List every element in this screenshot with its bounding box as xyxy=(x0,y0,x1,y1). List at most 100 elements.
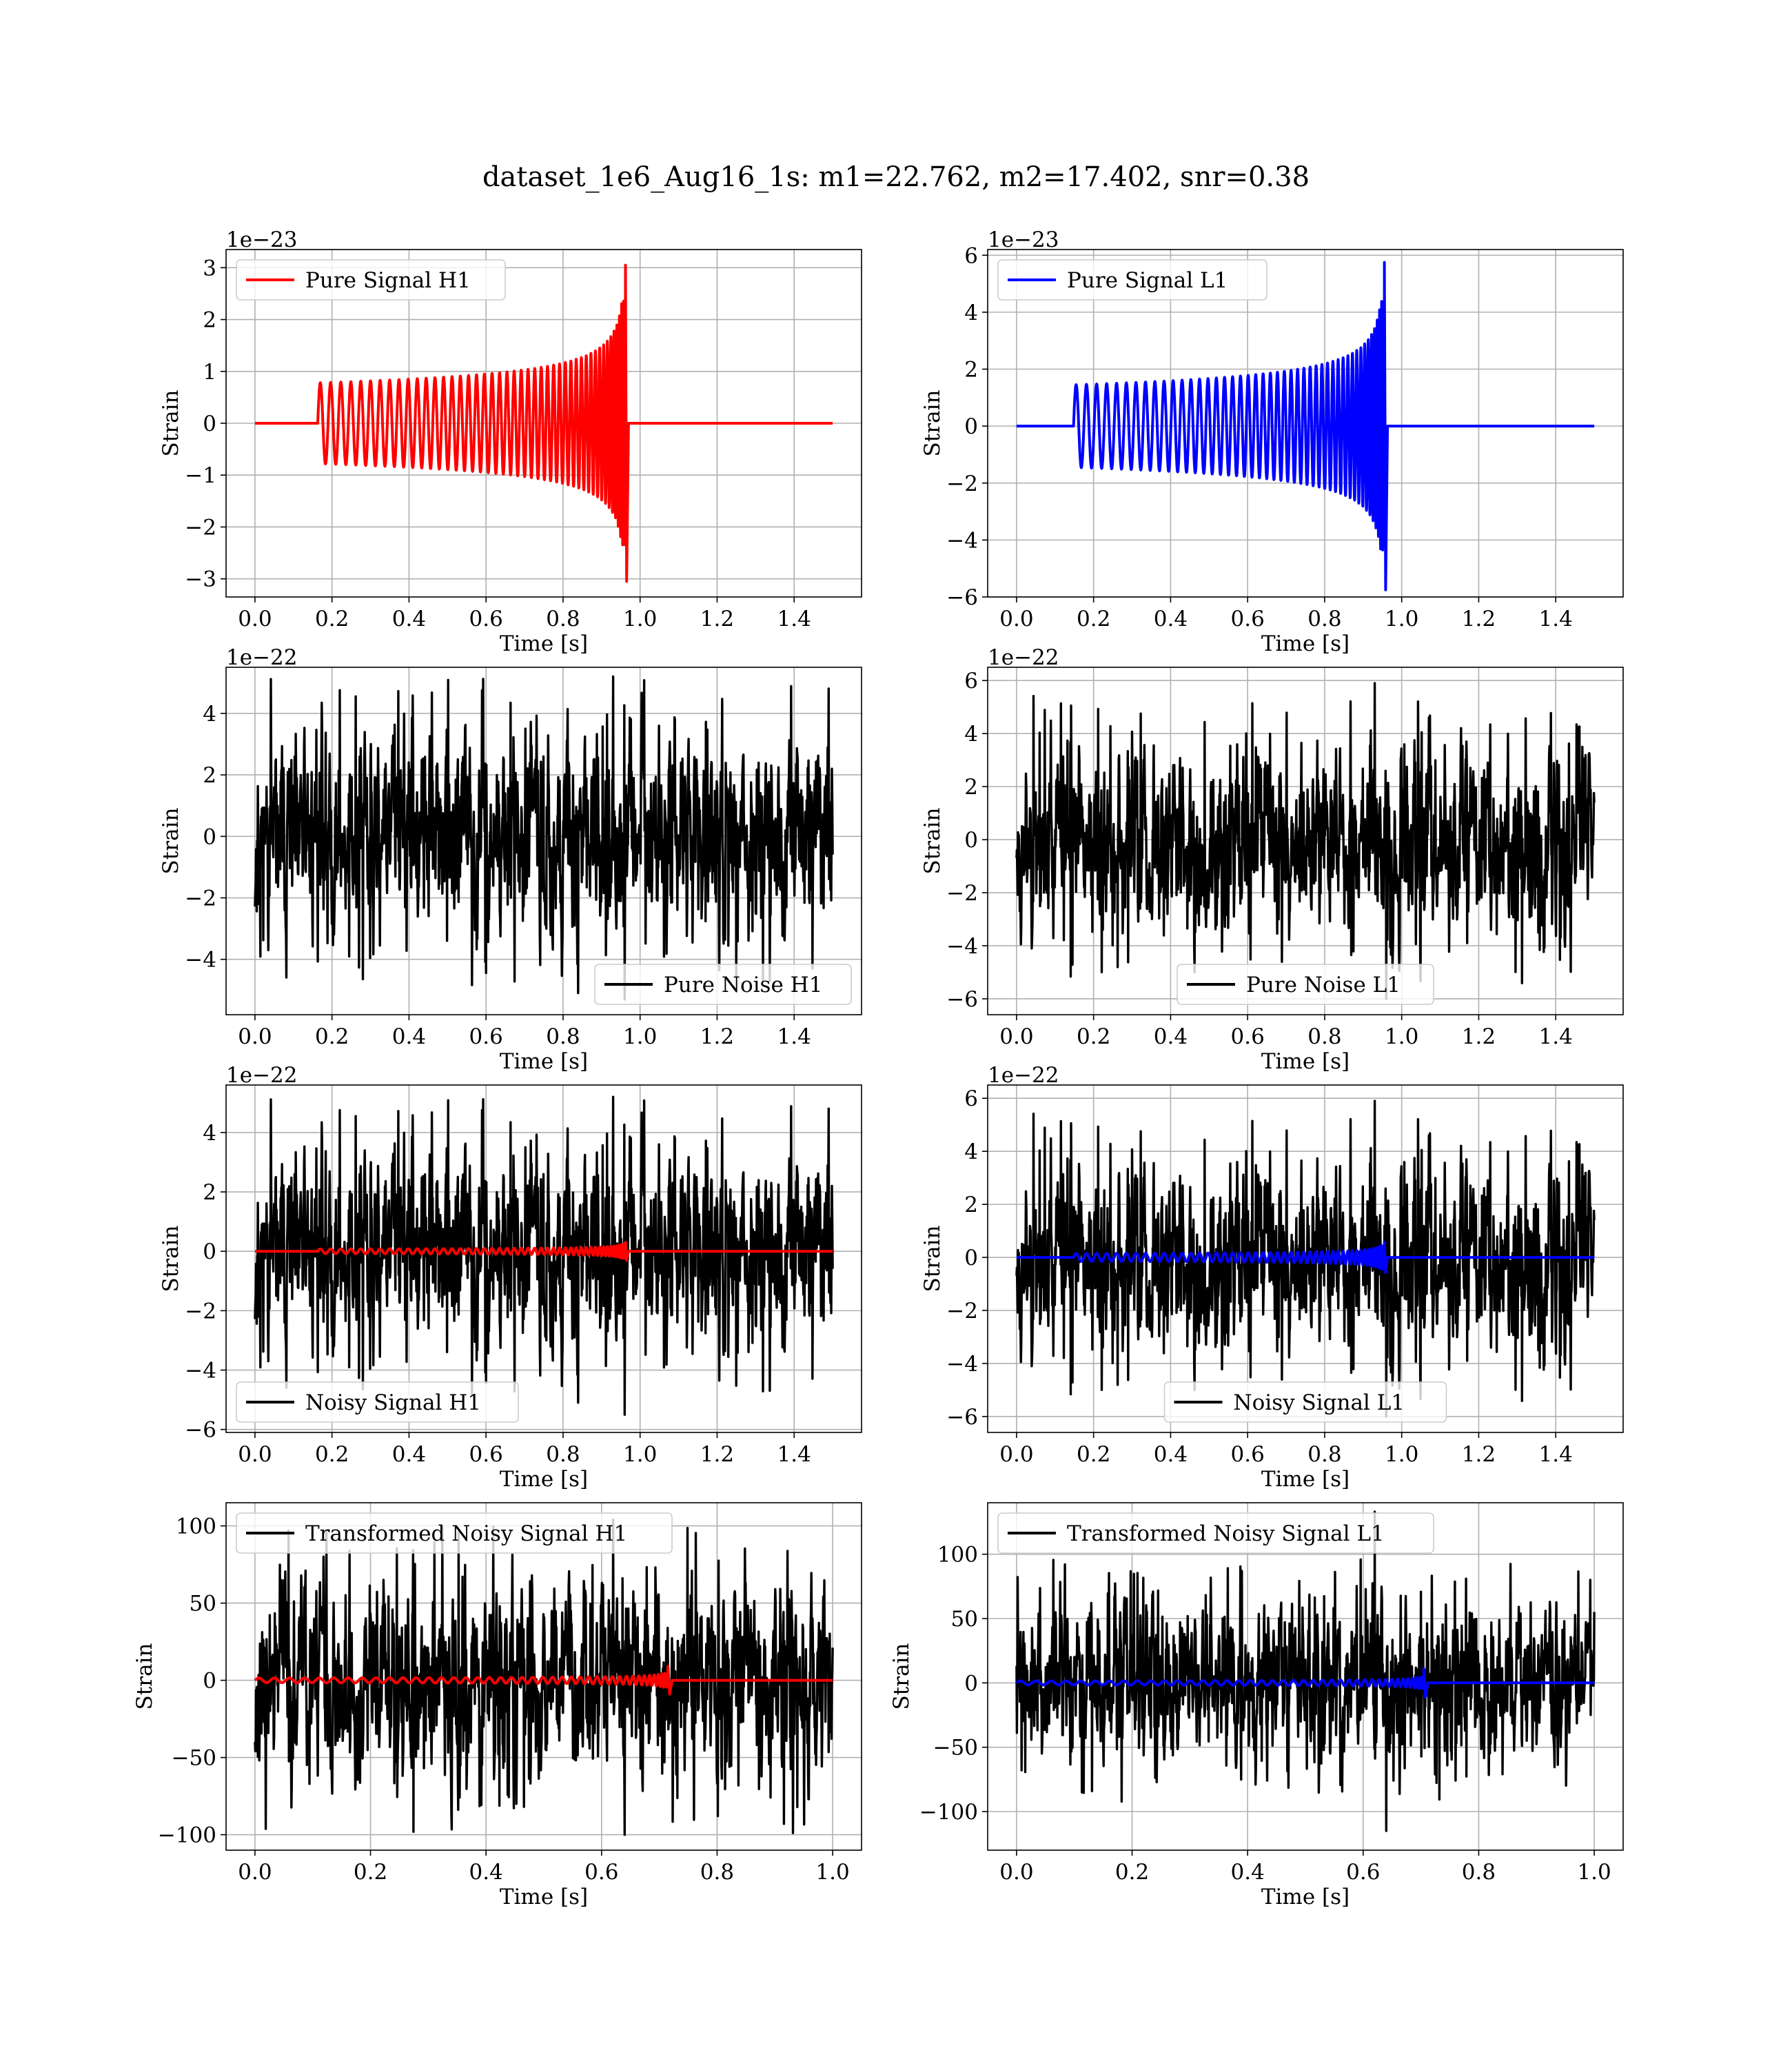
x-axis-label: Time [s] xyxy=(500,1885,588,1909)
legend-label: Pure Noise H1 xyxy=(664,973,822,997)
plot-area xyxy=(254,1518,834,1836)
x-tick-label: 0.2 xyxy=(1077,1024,1110,1049)
x-tick-label: 0.6 xyxy=(469,1024,503,1049)
series-line-1 xyxy=(1015,1099,1596,1418)
series-line-2 xyxy=(1016,1241,1595,1275)
legend-box xyxy=(997,1512,1434,1554)
x-tick-label: 0.6 xyxy=(1231,1024,1265,1049)
plot-area xyxy=(1016,261,1595,591)
x-tick-label: 0.8 xyxy=(700,1860,734,1885)
y-tick-label: −2 xyxy=(185,515,216,540)
x-tick-label: 0.6 xyxy=(1231,1442,1265,1467)
y-axis-label: Strain xyxy=(132,1643,157,1710)
x-tick-label: 0.0 xyxy=(238,1442,272,1467)
x-tick-label: 0.6 xyxy=(469,1442,503,1467)
axes-frame xyxy=(225,1502,862,1851)
y-tick-label: 50 xyxy=(951,1607,978,1632)
y-tick-label: 50 xyxy=(190,1592,216,1616)
series-line-2 xyxy=(254,1241,833,1262)
x-tick-label: 1.2 xyxy=(700,607,734,631)
axes-frame xyxy=(987,667,1624,1015)
legend-box xyxy=(236,259,506,301)
legend-box xyxy=(1177,964,1434,1005)
subplot-2: 0.0 0.2 0.4 0.6 0.8 1.0 1.2 1.4 −6 −4 −2 0 2 4 6 Time [… xyxy=(920,227,1624,656)
axes-frame xyxy=(225,667,862,1015)
y-tick-label: 2 xyxy=(203,1180,216,1205)
legend-label: Pure Signal H1 xyxy=(305,268,471,293)
y-tick-label: 2 xyxy=(964,1193,978,1217)
y-axis-label: Strain xyxy=(159,808,183,875)
x-tick-label: 0.2 xyxy=(1115,1860,1149,1885)
x-tick-label: 1.0 xyxy=(623,607,657,631)
x-tick-label: 1.2 xyxy=(1462,1024,1496,1049)
x-axis-label: Time [s] xyxy=(1261,631,1350,656)
x-tick-label: 0.2 xyxy=(315,1442,349,1467)
series-line-1 xyxy=(1016,261,1595,591)
legend-box xyxy=(236,1381,519,1423)
y-tick-label: 6 xyxy=(964,669,978,693)
series-line-1 xyxy=(254,263,833,583)
subplot-3: 0.0 0.2 0.4 0.6 0.8 1.0 1.2 1.4 −4 −2 0 2 4 Time [s] S… xyxy=(159,645,862,1074)
plot-area xyxy=(1015,1510,1596,1832)
x-tick-label: 1.2 xyxy=(700,1024,734,1049)
x-tick-label: 0.0 xyxy=(238,1860,272,1885)
x-tick-label: 0.0 xyxy=(999,1860,1033,1885)
x-tick-label: 0.0 xyxy=(999,1442,1033,1467)
y-tick-label: −2 xyxy=(946,881,978,906)
subplot-4: 0.0 0.2 0.4 0.6 0.8 1.0 1.2 1.4 −6 −4 −2 0 2 4 6 Time [… xyxy=(920,645,1624,1074)
y-tick-label: 2 xyxy=(203,763,216,788)
x-tick-label: 1.4 xyxy=(1539,1024,1573,1049)
legend-label: Noisy Signal H1 xyxy=(305,1390,481,1415)
x-axis-label: Time [s] xyxy=(500,631,588,656)
x-axis-label: Time [s] xyxy=(500,1049,588,1074)
x-tick-label: 1.0 xyxy=(1577,1860,1611,1885)
y-tick-label: 6 xyxy=(964,1086,978,1111)
x-tick-label: 1.2 xyxy=(1462,1442,1496,1467)
legend-box xyxy=(997,259,1267,301)
x-tick-label: 0.0 xyxy=(999,1024,1033,1049)
y-tick-label: 0 xyxy=(964,414,978,439)
x-tick-label: 1.4 xyxy=(777,1024,811,1049)
x-tick-label: 0.6 xyxy=(1346,1860,1380,1885)
y-tick-label: 2 xyxy=(964,775,978,800)
y-tick-label: 0 xyxy=(964,1671,978,1696)
series-line-2 xyxy=(1015,1667,1595,1699)
plot-area xyxy=(254,1095,834,1416)
y-tick-label: 0 xyxy=(203,1239,216,1264)
y-axis-label: Strain xyxy=(920,390,945,457)
y-tick-label: −2 xyxy=(185,886,216,911)
y-tick-label: 4 xyxy=(964,1139,978,1164)
subplot-7: 0.0 0.2 0.4 0.6 0.8 1.0 −100 −50 0 50 100 Time [s] S… xyxy=(132,1502,862,1909)
x-tick-label: 0.8 xyxy=(546,1024,580,1049)
y-tick-label: 4 xyxy=(203,1121,216,1146)
legend: Pure Noise L1 xyxy=(1177,964,1434,1005)
x-tick-label: 0.2 xyxy=(315,1024,349,1049)
x-tick-label: 1.2 xyxy=(700,1442,734,1467)
y-axis-label: Strain xyxy=(159,1226,183,1292)
x-tick-label: 0.0 xyxy=(238,607,272,631)
y-tick-label: 0 xyxy=(964,828,978,853)
x-tick-label: 0.2 xyxy=(1077,1442,1110,1467)
x-tick-label: 0.8 xyxy=(546,1442,580,1467)
y-tick-label: −3 xyxy=(185,567,216,592)
x-tick-label: 0.4 xyxy=(392,1024,426,1049)
y-tick-label: −2 xyxy=(946,1299,978,1324)
y-tick-label: −4 xyxy=(946,1352,978,1377)
x-tick-label: 0.6 xyxy=(584,1860,618,1885)
plot-area xyxy=(254,263,833,583)
y-tick-label: −6 xyxy=(946,1405,978,1430)
subplot-8: 0.0 0.2 0.4 0.6 0.8 1.0 −100 −50 0 50 100 Time [s] S… xyxy=(889,1502,1624,1909)
y-tick-label: −100 xyxy=(158,1823,216,1848)
x-tick-label: 0.4 xyxy=(1154,1024,1188,1049)
y-tick-label: −50 xyxy=(933,1736,978,1761)
plot-area xyxy=(1015,1099,1596,1418)
x-tick-label: 0.8 xyxy=(546,607,580,631)
y-tick-label: −4 xyxy=(946,934,978,959)
y-tick-label: −6 xyxy=(946,585,978,610)
x-tick-label: 1.0 xyxy=(1385,607,1418,631)
x-tick-label: 0.4 xyxy=(392,1442,426,1467)
subplot-5: 0.0 0.2 0.4 0.6 0.8 1.0 1.2 1.4 −6 −4 −2 0 2 4 Time [s… xyxy=(159,1063,862,1492)
legend: Transformed Noisy Signal H1 xyxy=(236,1512,673,1554)
x-tick-label: 1.0 xyxy=(1385,1442,1418,1467)
